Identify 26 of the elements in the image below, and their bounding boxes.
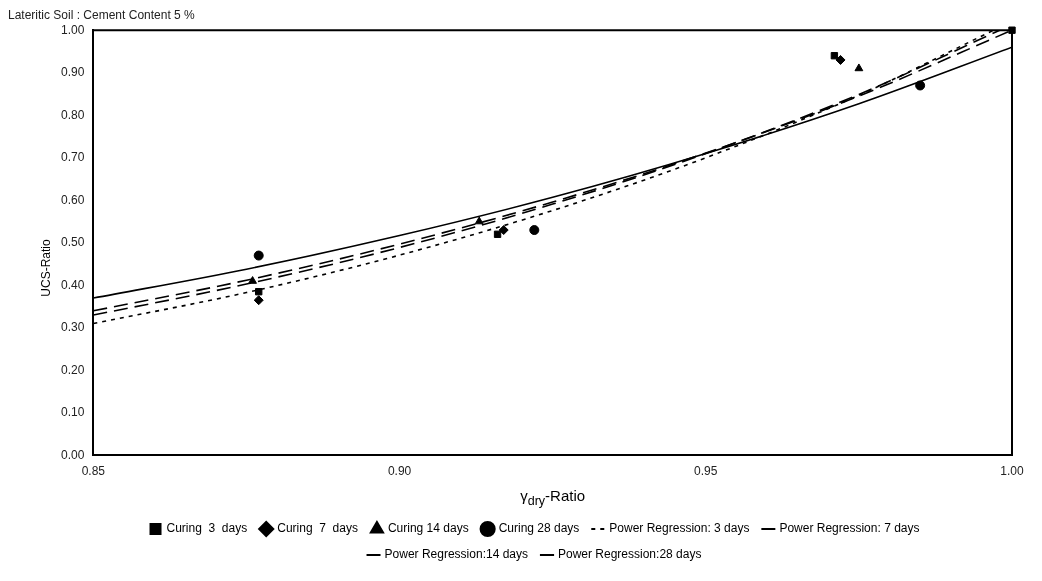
legend-label: Curing 14 days [387,521,469,536]
legend-label: Power Regression:14 days [384,547,529,562]
y-tick-label: 0.30 [61,320,85,335]
x-tick-label: 0.90 [387,463,412,478]
legend-label: Power Regression:28 days [558,547,702,562]
x-tick-label: 0.85 [81,463,106,478]
y-tick-label: 0.70 [61,150,85,165]
x-tick-label: 1.00 [1000,463,1024,478]
legend-label: Power Regression: 3 days [609,521,750,536]
chart-title: Lateritic Soil : Cement Content 5 % [8,8,195,22]
legend-label: Curing 7 days [277,521,358,536]
y-tick-label: 1.00 [61,22,85,37]
y-axis-title: UCS-Ratio [39,239,53,297]
legend-label: Curing 3 days [166,521,248,536]
legend-label: Curing 28 days [498,521,580,536]
y-tick-label: 0.90 [61,65,85,80]
y-tick-label: 0.00 [61,447,85,462]
x-tick-label: 0.95 [694,463,718,478]
x-axis-title: γ$_{dry}$-Ratio [520,487,586,508]
y-tick-label: 0.20 [61,362,85,377]
y-tick-label: 0.10 [61,405,85,420]
legend-label: Power Regression: 7 days [779,521,920,536]
y-tick-label: 0.50 [61,235,85,250]
y-tick-label: 0.60 [61,192,85,207]
y-tick-label: 0.80 [61,107,85,122]
y-tick-label: 0.40 [61,277,85,292]
